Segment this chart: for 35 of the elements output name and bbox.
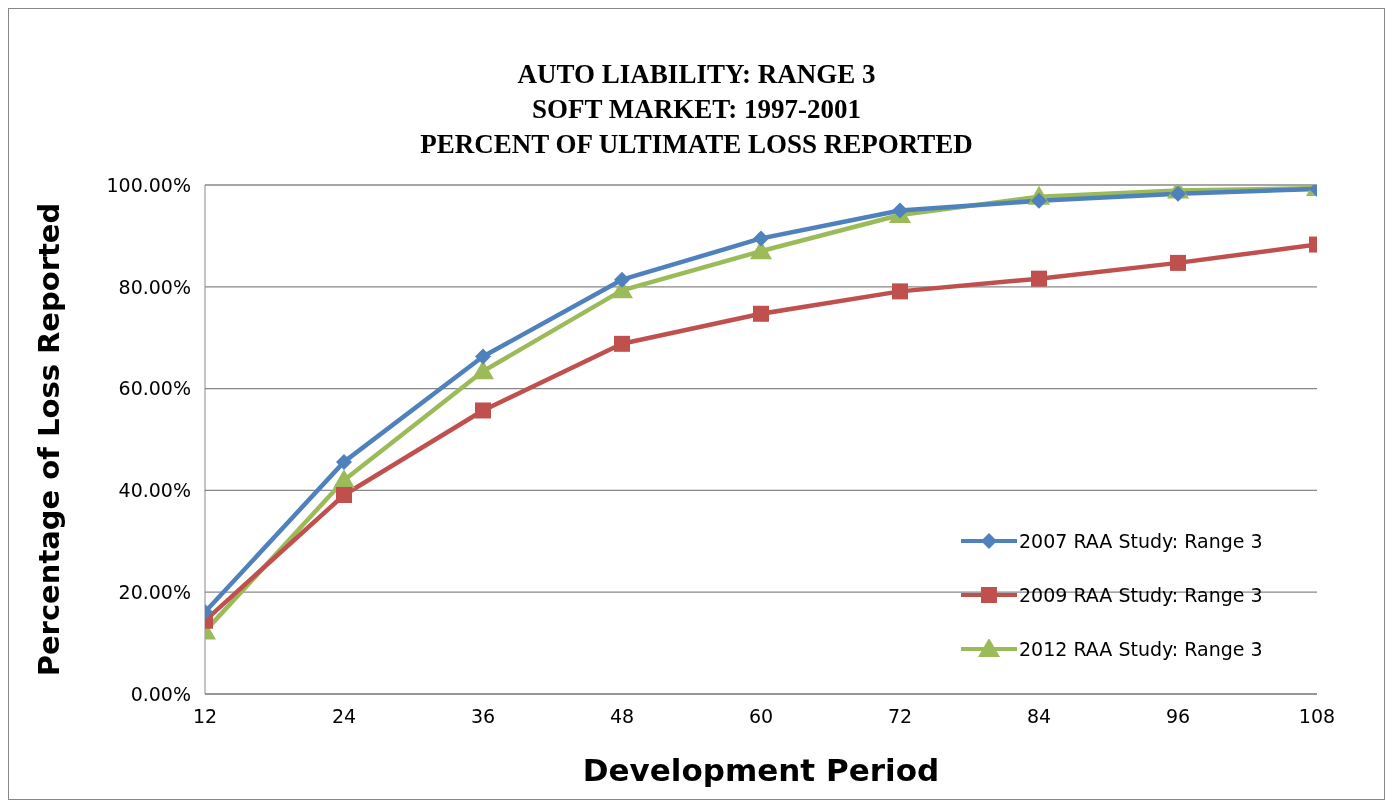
y-tick-label: 40.00% (118, 479, 191, 502)
x-tick-label: 12 (192, 705, 218, 728)
point (892, 202, 908, 219)
y-tick-label: 20.00% (118, 580, 191, 603)
point (753, 305, 769, 322)
point (1170, 254, 1186, 271)
legend-label: 2007 RAA Study: Range 3 (1019, 530, 1263, 552)
point (1031, 270, 1047, 287)
point (336, 453, 352, 470)
point (614, 335, 630, 352)
y-tick-label: 100.00% (106, 173, 191, 196)
x-tick-label: 84 (1026, 705, 1052, 728)
x-tick-label: 108 (1298, 705, 1336, 728)
x-axis-title: Development Period (582, 752, 940, 788)
legend-label: 2009 RAA Study: Range 3 (1019, 584, 1263, 606)
x-tick-label: 48 (609, 705, 635, 728)
x-tick-label: 24 (331, 705, 357, 728)
y-tick-label: 0.00% (130, 682, 191, 705)
x-tick-label: 96 (1165, 705, 1191, 728)
point (336, 486, 352, 503)
point (614, 271, 630, 288)
point (475, 402, 491, 419)
point (472, 360, 494, 380)
point (475, 348, 491, 365)
point (753, 230, 769, 247)
chart-title: AUTO LIABILITY: RANGE 3 SOFT MARKET: 1997-2001 PERCENT OF ULTIMATE LOSS REPORTED (419, 58, 974, 161)
y-tick-label: 80.00% (118, 275, 191, 298)
x-tick-label: 36 (470, 705, 496, 728)
point (892, 283, 908, 300)
x-tick-label: 60 (748, 705, 774, 728)
y-tick-label: 60.00% (118, 377, 191, 400)
x-tick-label: 72 (887, 705, 913, 728)
point (333, 469, 355, 489)
y-axis-title: Percentage of Loss Reported (32, 202, 67, 677)
legend-label: 2012 RAA Study: Range 3 (1019, 638, 1263, 660)
